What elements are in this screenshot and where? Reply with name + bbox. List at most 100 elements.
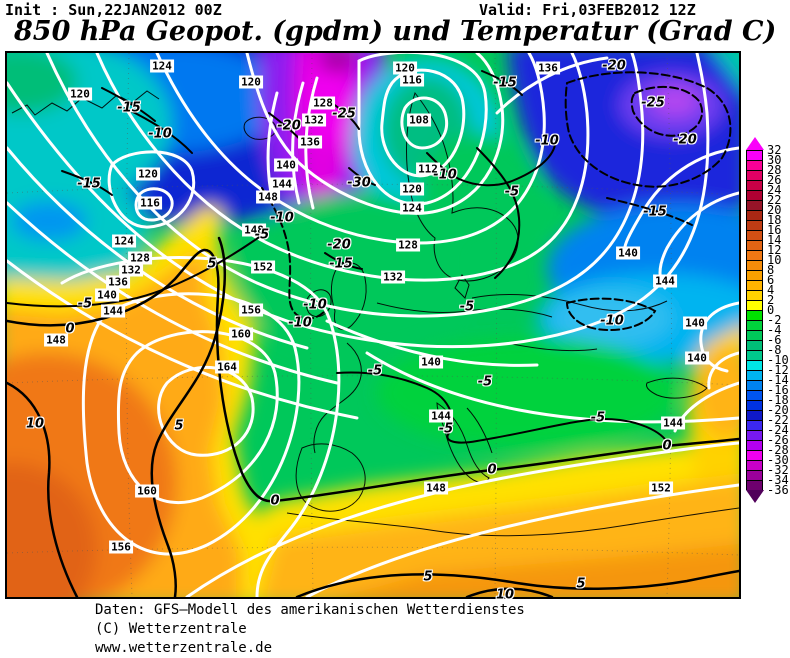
temperature-label: -5 bbox=[477, 374, 493, 390]
footer-website-link[interactable]: www.wetterzentrale.de bbox=[95, 640, 273, 656]
geopotential-label: 136 bbox=[298, 135, 322, 149]
geopotential-label: 144 bbox=[661, 416, 685, 430]
colorbar-arrow-down-icon bbox=[746, 490, 764, 503]
geopotential-label: 128 bbox=[128, 251, 152, 265]
geopotential-label: 160 bbox=[135, 484, 159, 498]
temperature-label: -5 bbox=[590, 410, 606, 426]
geopotential-label: 148 bbox=[44, 333, 68, 347]
temperature-label: -5 bbox=[77, 296, 93, 312]
colorbar-tick-label: 12 bbox=[767, 243, 782, 257]
temperature-label: -15 bbox=[77, 176, 101, 192]
colorbar-segment bbox=[747, 200, 762, 210]
geopotential-label: 120 bbox=[400, 182, 424, 196]
temperature-label: -10 bbox=[148, 126, 172, 142]
colorbar-tick-label: -28 bbox=[767, 443, 789, 457]
temperature-label: -30 bbox=[347, 175, 371, 191]
colorbar-segment bbox=[747, 180, 762, 190]
colorbar-tick-label: 0 bbox=[767, 303, 775, 317]
colorbar-segment bbox=[747, 360, 762, 370]
temperature-label: -10 bbox=[535, 133, 559, 149]
temperature-label: -20 bbox=[673, 132, 697, 148]
temperature-label: -15 bbox=[643, 204, 667, 220]
geopotential-label: 148 bbox=[424, 481, 448, 495]
graticule bbox=[7, 53, 739, 597]
geopotential-label: 148 bbox=[242, 223, 266, 237]
colorbar-segment bbox=[747, 400, 762, 410]
colorbar-tick-label: 22 bbox=[767, 193, 782, 207]
temperature-label: -15 bbox=[117, 100, 141, 116]
colorbar-arrow-up-icon bbox=[746, 137, 764, 150]
colorbar-tick-label: 10 bbox=[767, 253, 782, 267]
colorbar-segment bbox=[747, 440, 762, 450]
colorbar-tick-label: 18 bbox=[767, 213, 782, 227]
temperature-label: -10 bbox=[433, 167, 457, 183]
geopotential-label: 160 bbox=[229, 327, 253, 341]
colorbar-segment bbox=[747, 410, 762, 420]
geopotential-label: 132 bbox=[119, 263, 143, 277]
colorbar-segment bbox=[747, 300, 762, 310]
colorbar-segment bbox=[747, 370, 762, 380]
colorbar-tick-label: -20 bbox=[767, 403, 789, 417]
colorbar-segment bbox=[747, 170, 762, 180]
colorbar-segment bbox=[747, 190, 762, 200]
temperature-label: -10 bbox=[270, 210, 294, 226]
colorbar-tick-label: -12 bbox=[767, 363, 789, 377]
contour-label-layer: 124 120 120 128 132 136 120 116 136 108 112 120 124 1… bbox=[7, 53, 739, 603]
geopotential-label: 136 bbox=[106, 275, 130, 289]
geopotential-label: 156 bbox=[109, 540, 133, 554]
colorbar-segment bbox=[747, 220, 762, 230]
colorbar-tick-label: 24 bbox=[767, 183, 782, 197]
colorbar-segment bbox=[747, 450, 762, 460]
weather-map: 124 120 120 128 132 136 120 116 136 108 112 120 124 1… bbox=[5, 51, 741, 603]
temperature-label: 0 bbox=[65, 321, 75, 337]
colorbar-tick-label: -8 bbox=[767, 343, 782, 357]
temperature-label: 5 bbox=[207, 256, 217, 272]
geopotential-label: 144 bbox=[101, 304, 125, 318]
geopotential-label: 124 bbox=[400, 201, 424, 215]
geopotential-label: 116 bbox=[400, 73, 424, 87]
geopotential-label: 128 bbox=[311, 96, 335, 110]
colorbar-segment bbox=[747, 460, 762, 470]
temperature-label: 10 bbox=[495, 587, 515, 603]
colorbar-tick-label: -18 bbox=[767, 393, 789, 407]
temperature-label: -15 bbox=[329, 256, 353, 272]
colorbar-tick-label: -22 bbox=[767, 413, 789, 427]
geopotential-label: 164 bbox=[215, 360, 239, 374]
temperature-label: 5 bbox=[174, 418, 184, 434]
geopotential-label: 148 bbox=[256, 190, 280, 204]
colorbar-segment bbox=[747, 160, 762, 170]
geopotential-label: 144 bbox=[653, 274, 677, 288]
colorbar-tick-label: 2 bbox=[767, 293, 775, 307]
colorbar-tick-label: 32 bbox=[767, 143, 782, 157]
temperature-label: 0 bbox=[487, 462, 497, 478]
geopotential-label: 140 bbox=[616, 246, 640, 260]
temperature-label: 5 bbox=[576, 576, 586, 592]
temperature-label: -25 bbox=[332, 106, 356, 122]
colorbar-tick-label: 6 bbox=[767, 273, 775, 287]
geopotential-label: 140 bbox=[274, 158, 298, 172]
temperature-color-field bbox=[7, 53, 739, 597]
geopotential-label: 144 bbox=[429, 409, 453, 423]
colorbar-tick-label: -32 bbox=[767, 463, 789, 477]
colorbar-segment bbox=[747, 420, 762, 430]
colorbar-tick-label: -4 bbox=[767, 323, 782, 337]
colorbar-segment bbox=[747, 250, 762, 260]
colorbar-tick-label: 14 bbox=[767, 233, 782, 247]
temperature-label: -10 bbox=[600, 313, 624, 329]
geopotential-label: 140 bbox=[683, 316, 707, 330]
colorbar-segment bbox=[747, 430, 762, 440]
temperature-contours bbox=[7, 70, 739, 597]
geopotential-label: 116 bbox=[138, 196, 162, 210]
valid-time-label: Valid: Fri,03FEB2012 12Z bbox=[479, 1, 696, 19]
temperature-label: -20 bbox=[277, 118, 301, 134]
colorbar-segment bbox=[747, 280, 762, 290]
temperature-label: -5 bbox=[504, 184, 520, 200]
colorbar-segment bbox=[747, 150, 762, 160]
geopotential-label: 120 bbox=[393, 61, 417, 75]
map-title: 850 hPa Geopot. (gpdm) und Temperatur (G… bbox=[14, 16, 777, 47]
colorbar-segment bbox=[747, 350, 762, 360]
temperature-label: 5 bbox=[423, 569, 433, 585]
temperature-colorbar: 32 30 28 26 24 22 20 18 16 14 12 10 8 6 4 2 0 -2 -4 -6 -8 -10… bbox=[746, 137, 790, 517]
colorbar-tick-label: -6 bbox=[767, 333, 782, 347]
